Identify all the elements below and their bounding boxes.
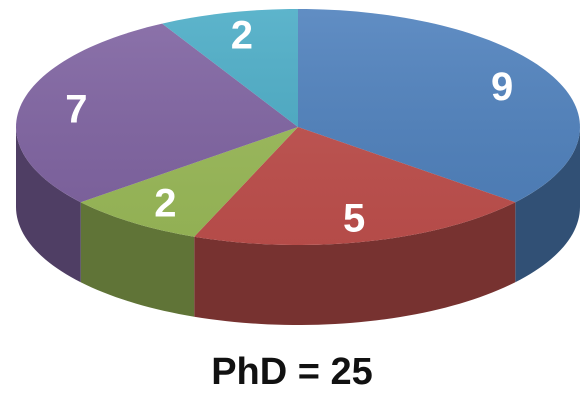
pie-slice-label-5: 2 [231,14,253,58]
pie-slice-label-3: 2 [154,181,176,225]
pie-slice-label-2: 5 [343,196,365,240]
pie-slice-label-4: 7 [65,87,87,131]
pie-slice-side-3 [80,202,195,317]
pie-slice-side-2 [194,202,516,325]
pie-slice-side-4 [16,127,81,283]
pie-slice-label-1: 9 [491,65,513,109]
pie-top-shading [16,9,580,245]
pie-slice-side-1 [515,127,580,283]
chart-caption: PhD = 25 [211,351,373,393]
